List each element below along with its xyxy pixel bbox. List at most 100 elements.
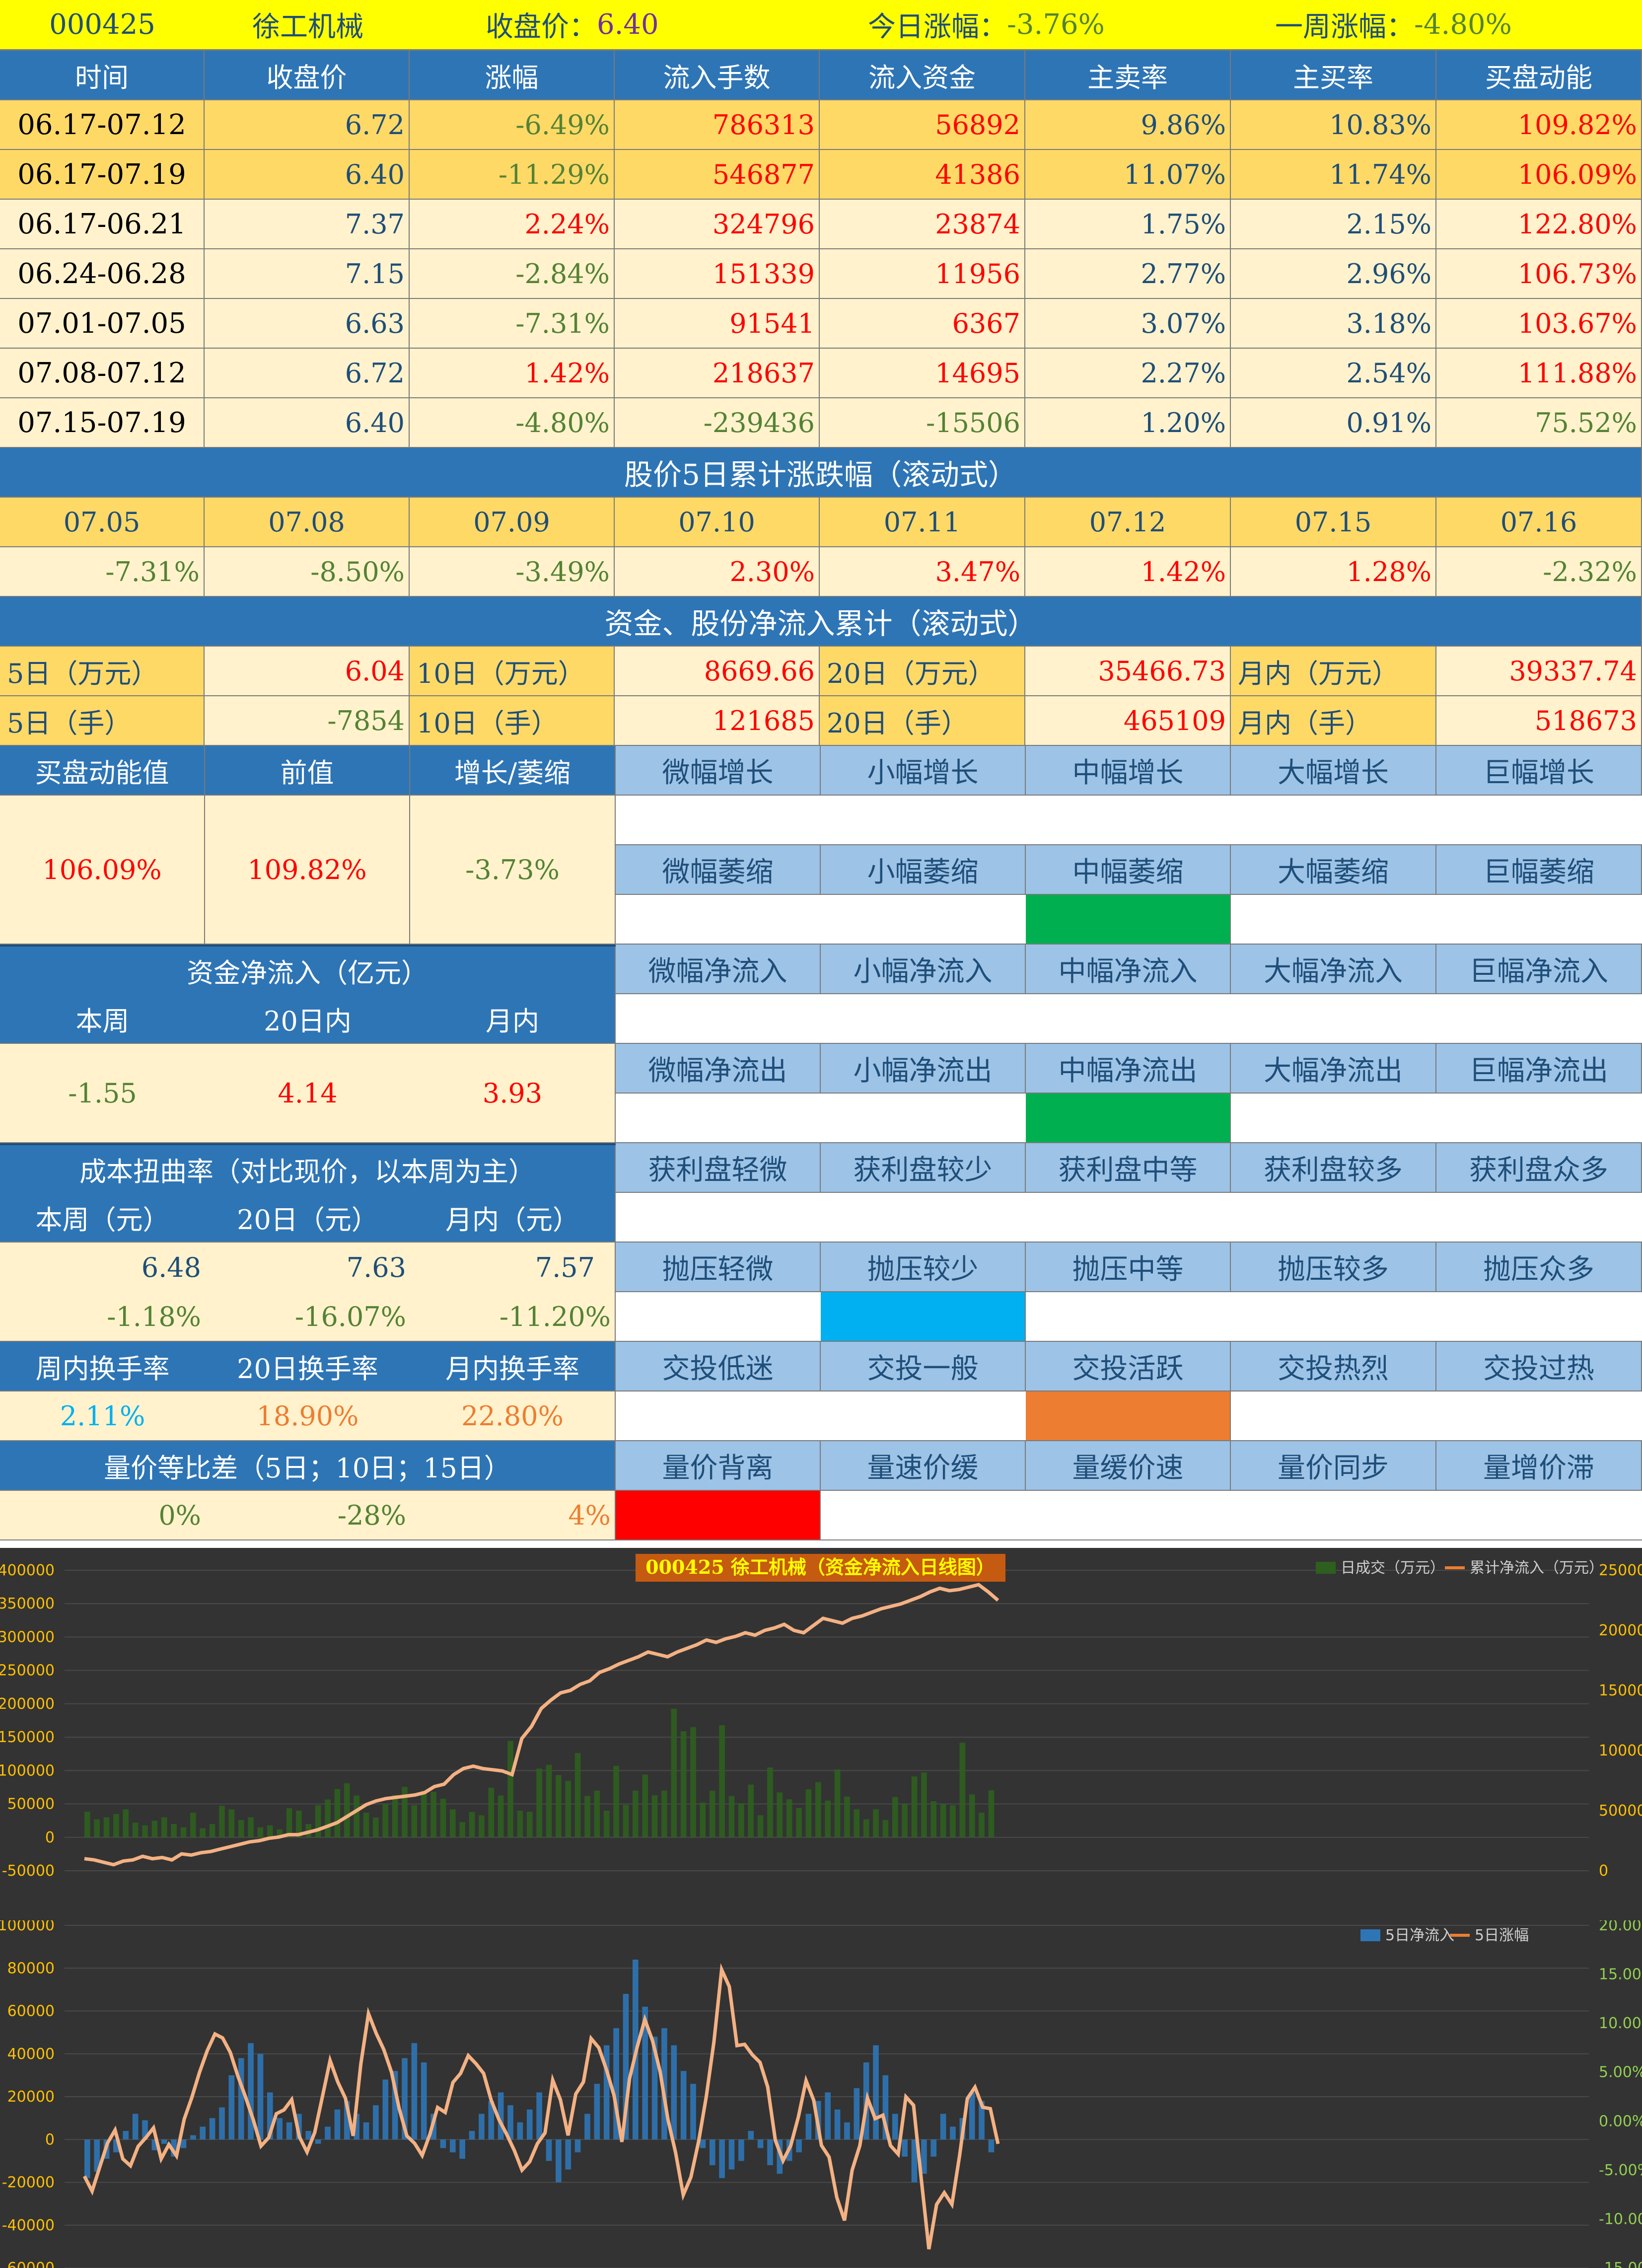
bar: [690, 1727, 696, 1837]
bar: [882, 1820, 889, 1837]
stock-name: 徐工机械: [252, 11, 363, 43]
bar: [498, 1795, 504, 1837]
volprice-title: 量价等比差（5日；10日；15日）: [0, 1441, 616, 1491]
bar: [286, 1808, 292, 1837]
netflow-label: 10日（万元）: [410, 647, 615, 696]
bar: [556, 2139, 562, 2183]
signal-cell: [1026, 796, 1231, 845]
bar: [238, 1820, 244, 1837]
bar: [930, 2139, 937, 2157]
bar: [603, 2045, 610, 2140]
bar: [940, 1804, 946, 1837]
legend-swatch: [1316, 1562, 1336, 1574]
bar: [479, 2114, 485, 2140]
bar: [248, 2043, 254, 2140]
bar: [84, 1812, 90, 1837]
table-cell: 1.20%: [1025, 398, 1231, 448]
active-signal-marker: [821, 1292, 1026, 1342]
bar: [873, 1809, 879, 1837]
active-signal-marker: [1026, 1391, 1231, 1441]
bar: [517, 1811, 523, 1837]
bar: [344, 2101, 350, 2140]
left-tick-label: -50000: [2, 1862, 55, 1880]
week-change-label: 一周涨幅：: [1275, 11, 1414, 43]
table-cell: 2.27%: [1025, 349, 1231, 398]
netflow-label: 10日（手）: [410, 696, 615, 746]
cost-week-rate: -1.18%: [0, 1292, 205, 1342]
bar: [671, 2045, 677, 2140]
bar: [700, 2139, 706, 2148]
signal-label: 大幅净流出: [1231, 1044, 1436, 1094]
signal-label-row: 微幅增长 小幅增长 中幅增长 大幅增长 巨幅增长: [616, 746, 1642, 796]
bar: [219, 2107, 225, 2140]
bar: [180, 1827, 187, 1837]
bar: [748, 2131, 754, 2140]
netflow-row: 5日（手） -7854 10日（手） 121685 20日（手） 465109 月内（手） 5…: [0, 696, 1642, 746]
cost-week-price: 6.48: [141, 1251, 201, 1283]
netflow-label: 5日（手）: [0, 696, 205, 746]
bar: [315, 2139, 321, 2144]
bar: [507, 1741, 513, 1837]
signal-label-row: 获利盘轻微 获利盘较少 获利盘中等 获利盘较多 获利盘众多: [616, 1143, 1642, 1193]
signal-label: 巨幅增长: [1436, 746, 1642, 796]
cost-month-price: 7.57: [410, 1243, 616, 1292]
bar: [844, 2122, 850, 2140]
signal-label: 抛压较多: [1231, 1243, 1436, 1292]
table-cell: 111.88%: [1436, 349, 1642, 398]
signal-cell: [1436, 1094, 1642, 1143]
table-cell: 06.17-06.21: [0, 200, 205, 249]
momentum-value: 106.09%: [0, 796, 205, 945]
left-tick-label: 60000: [7, 2003, 55, 2020]
table-cell: 6367: [820, 299, 1025, 349]
signal-label: 交投过热: [1436, 1342, 1642, 1391]
signal-cell: [1026, 994, 1231, 1044]
rolling5-date: 07.16: [1436, 498, 1642, 547]
rolling5-value: 2.30%: [615, 547, 820, 597]
table-cell: 10.83%: [1231, 100, 1436, 150]
bar: [738, 1803, 744, 1837]
netflow-value: -7854: [205, 696, 410, 746]
right-tick-label: 20.00%: [1599, 1920, 1642, 1934]
table-row: 07.15-07.19 6.40 -4.80% -239436 -15506 1.20% 0…: [0, 398, 1642, 448]
signal-indicator-row: [616, 895, 1642, 945]
rolling5-value: 3.47%: [820, 547, 1025, 597]
signal-cell: [1231, 994, 1436, 1044]
signal-label: 中幅净流入: [1026, 945, 1231, 994]
table-cell: 07.01-07.05: [0, 299, 205, 349]
bar: [825, 1800, 831, 1837]
cost-title: 成本扭曲率（对比现价，以本周为主）: [0, 1145, 616, 1193]
table-cell: 11.74%: [1231, 150, 1436, 200]
signal-indicator-row: [616, 994, 1642, 1044]
netflow-value: 6.04: [205, 647, 410, 696]
signal-label-row: 量价背离 量速价缓 量缓价速 量价同步 量增价滞: [616, 1441, 1642, 1491]
bar: [200, 2126, 206, 2140]
signal-label: 小幅净流入: [821, 945, 1026, 994]
bar: [796, 2139, 802, 2153]
turnover-week-value: 2.11%: [0, 1391, 205, 1441]
table-cell: -4.80%: [410, 398, 615, 448]
bar: [392, 2071, 398, 2140]
bar: [921, 2139, 927, 2174]
bar: [603, 1811, 610, 1837]
momentum-header-1: 买盘动能值: [0, 746, 205, 796]
table-cell: -6.49%: [410, 100, 615, 150]
bar: [526, 1811, 533, 1837]
bar: [315, 1805, 321, 1837]
bar: [334, 2109, 341, 2140]
five-day-flow-chart: 100000 80000 60000 40000 20000 0 -20000 -40000 -…: [0, 1920, 1642, 2268]
table-cell: 06.17-07.12: [0, 100, 205, 150]
fund-title: 资金净流入（亿元）: [0, 947, 616, 994]
table-cell: 103.67%: [1436, 299, 1642, 349]
left-tick-label: 50000: [7, 1796, 55, 1813]
table-cell: -7.31%: [410, 299, 615, 349]
right-tick-label: 15.00%: [1599, 1966, 1642, 1983]
chart-title-box: [636, 1554, 1005, 1582]
bar: [382, 2079, 389, 2140]
table-cell: 786313: [615, 100, 820, 150]
signal-label: 微幅增长: [616, 746, 821, 796]
bar: [988, 2139, 995, 2153]
bar: [786, 1799, 792, 1837]
bar: [257, 1827, 264, 1837]
signal-label: 大幅增长: [1231, 746, 1436, 796]
bar: [113, 1814, 119, 1837]
